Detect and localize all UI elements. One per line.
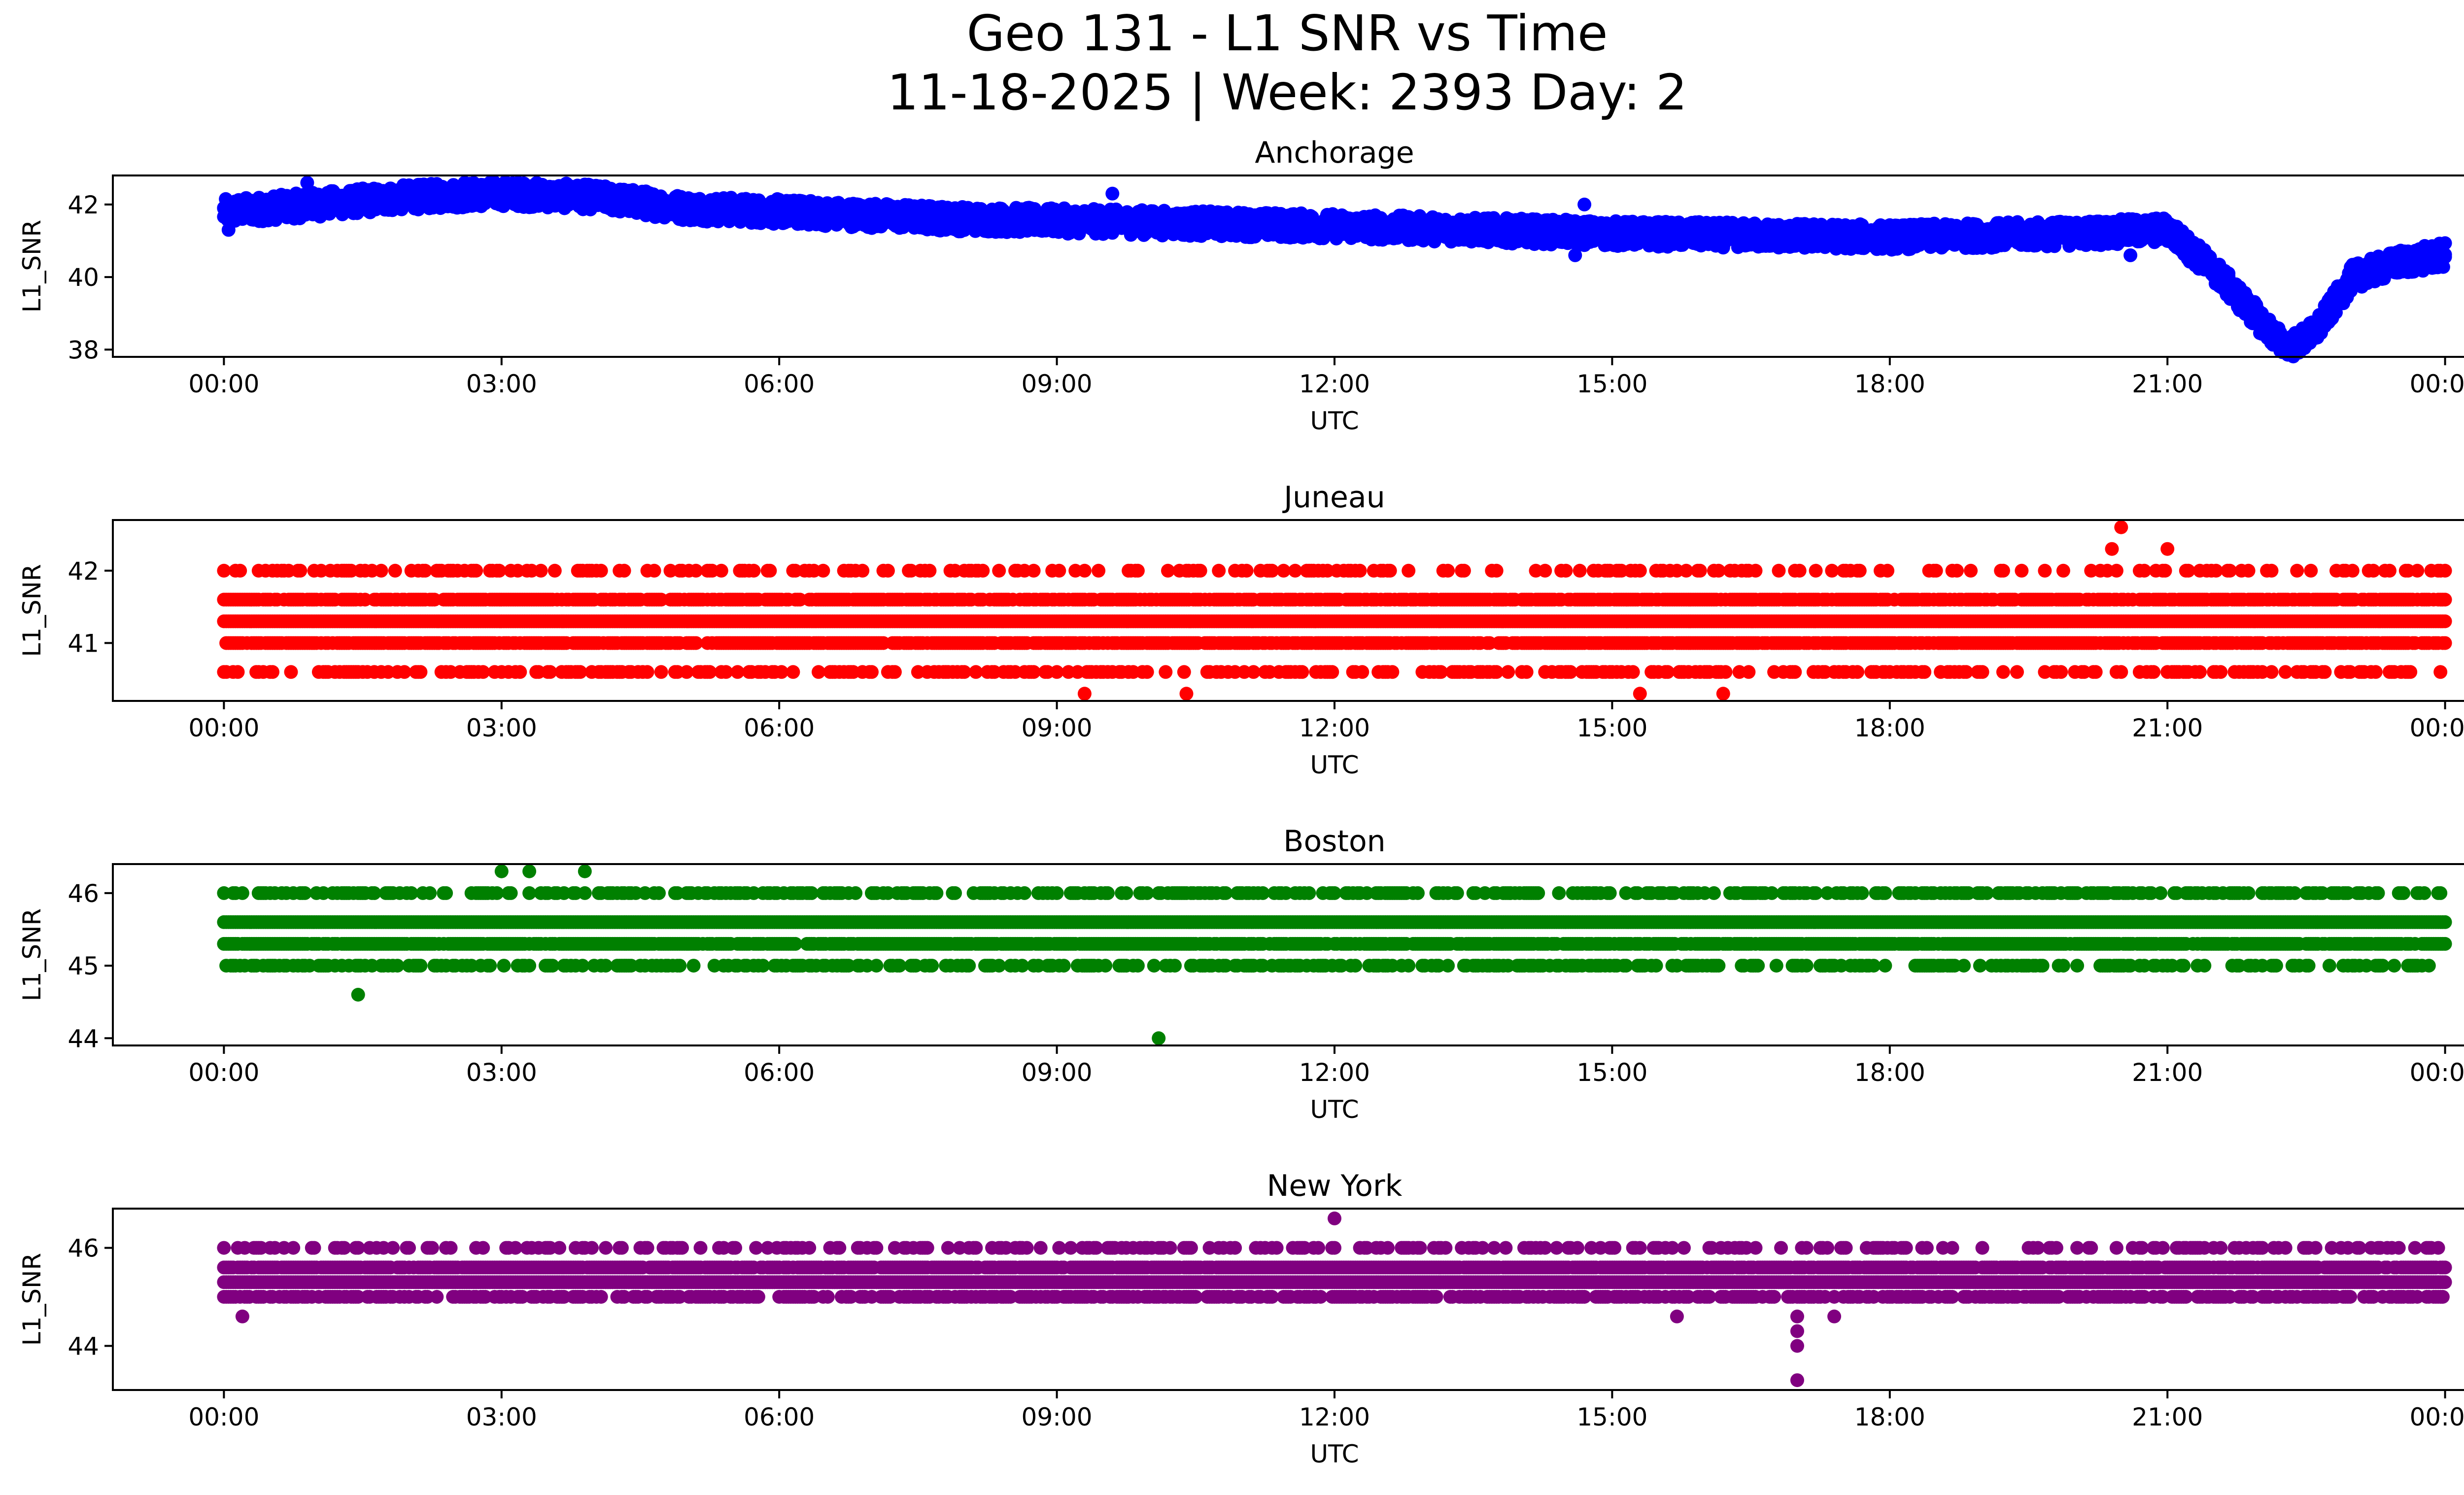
data-point [888,665,902,679]
data-point [992,563,1006,578]
data-point [617,563,631,578]
data-point [647,563,661,578]
data-points [217,175,2452,364]
data-point [594,563,608,578]
data-point [786,665,800,679]
x-tick-label: 18:00 [1854,370,1925,398]
data-point-outlier [1577,197,1592,211]
data-point [513,665,527,679]
x-tick-label: 21:00 [2132,370,2203,398]
data-point-outlier [1105,186,1120,201]
x-tick-label: 12:00 [1299,370,1370,398]
data-point [469,563,483,578]
x-tick-label: 09:00 [1022,370,1093,398]
data-point-outlier [457,175,472,190]
data-point [816,563,830,578]
data-point [266,665,279,679]
y-tick-label: 40 [68,263,99,292]
data-point [413,665,428,679]
data-point [865,665,879,679]
x-tick-label: 06:00 [744,370,815,398]
data-point [2438,250,2452,264]
figure-title-line2: 11-18-2025 | Week: 2393 Day: 2 [887,64,1687,121]
data-point [923,563,937,578]
data-point [534,563,548,578]
data-point [1159,665,1173,679]
y-axis-label: L1_SNR [18,220,46,313]
x-tick-label: 00:00 [2410,370,2464,398]
data-point-outlier [221,223,236,237]
data-point [881,563,895,578]
data-point [856,563,870,578]
data-point [548,563,562,578]
data-point [976,563,990,578]
data-point [1092,563,1106,578]
subplot-anchorage: 00:00 03:00 06:00 09:00 12:00 15:00 18:00 21:00… [18,136,2464,435]
data-point [640,665,654,679]
data-point [233,563,247,578]
data-point [763,563,777,578]
data-point [293,563,308,578]
data-point [714,563,728,578]
data-point [1052,563,1066,578]
data-point-outlier [1568,248,1582,262]
data-point [1130,563,1145,578]
x-tick-label: 00:00 [188,370,259,398]
data-point [284,665,298,679]
data-point-outlier [2123,248,2138,262]
data-point-outlier [300,175,314,190]
x-axis-label: UTC [1310,407,1359,435]
data-point [747,563,761,578]
subplot-panels: 00:00 03:00 06:00 09:00 12:00 15:00 18:00 21:00… [18,136,2464,1468]
data-point [1077,563,1092,578]
data-point [654,665,668,679]
x-tick-label: 03:00 [466,370,537,398]
y-tick-label: 38 [68,336,99,364]
figure-title-line1: Geo 131 - L1 SNR vs Time [967,4,1608,62]
data-point [1027,563,1041,578]
subplot-title: Anchorage [1255,136,1414,170]
data-point [1140,665,1154,679]
data-point [374,563,388,578]
data-point [388,563,402,578]
x-tick-label: 15:00 [1576,370,1647,398]
y-tick-label: 42 [68,191,99,219]
